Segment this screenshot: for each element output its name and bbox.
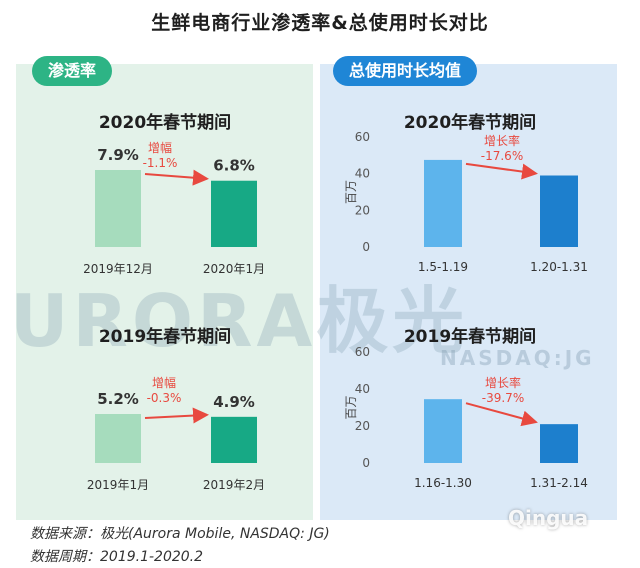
penetration-tag: 渗透率 xyxy=(32,56,113,86)
chart-0-bar-0 xyxy=(95,170,141,247)
chart-0-category-label: 2020年1月 xyxy=(203,262,265,276)
chart-2-annotation-label: 增长率 xyxy=(484,133,520,148)
chart-2-bar-0 xyxy=(424,159,462,247)
chart-3-bar-1 xyxy=(540,424,578,463)
chart-2-ytick: 40 xyxy=(355,167,370,181)
chart-2-ytick: 20 xyxy=(355,203,370,217)
chart-3-category-label: 1.31-2.14 xyxy=(530,476,588,490)
chart-1-title: 2019年春节期间 xyxy=(99,326,231,347)
chart-0-category-label: 2019年12月 xyxy=(83,262,153,276)
chart-1-annotation-label: 增幅 xyxy=(152,375,176,390)
chart-2-ytick: 60 xyxy=(355,130,370,144)
chart-3-annotation-label: 增长率 xyxy=(485,375,521,390)
chart-3-category-label: 1.16-1.30 xyxy=(414,476,472,490)
chart-0-value-label: 6.8% xyxy=(213,157,255,175)
chart-1-annotation-value: -0.3% xyxy=(147,391,182,405)
chart-3-ytick: 20 xyxy=(355,419,370,433)
chart-2-category-label: 1.20-1.31 xyxy=(530,260,588,274)
penetration-panel xyxy=(16,64,313,520)
chart-2-ytick: 0 xyxy=(362,240,370,254)
chart-2-category-label: 1.5-1.19 xyxy=(418,260,468,274)
nasdaq-watermark: NASDAQ:JG xyxy=(440,346,595,370)
chart-3-ytick: 0 xyxy=(362,456,370,470)
chart-0-title: 2020年春节期间 xyxy=(99,112,231,133)
data-source: 数据来源：极光(Aurora Mobile, NASDAQ: JG) xyxy=(30,526,330,542)
chart-2-title: 2020年春节期间 xyxy=(404,112,536,133)
chart-1-value-label: 4.9% xyxy=(213,393,255,411)
chart-0-change-arrow xyxy=(144,169,209,186)
chart-title: 生鲜电商行业渗透率&总使用时长对比 xyxy=(151,12,489,34)
chart-3-change-arrow xyxy=(465,402,538,427)
chart-3-ytick: 40 xyxy=(355,382,370,396)
chart-3-title: 2019年春节期间 xyxy=(404,326,536,347)
chart-0-bar-1 xyxy=(211,180,257,247)
usage-time-tag: 总使用时长均值 xyxy=(333,56,478,86)
chart-1-category-label: 2019年2月 xyxy=(203,478,265,492)
chart-0-annotation-label: 增幅 xyxy=(148,140,172,155)
chart-2-annotation-value: -17.6% xyxy=(481,149,523,163)
chart-3-annotation-value: -39.7% xyxy=(482,391,524,405)
chart-1-value-label: 5.2% xyxy=(97,390,139,408)
chart-0-value-label: 7.9% xyxy=(97,146,139,164)
chart-0-annotation-value: -1.1% xyxy=(143,156,178,170)
chart-1-change-arrow xyxy=(144,407,209,424)
chart-2-ylabel: 百万 xyxy=(344,180,358,204)
chart-1-bar-1 xyxy=(211,416,257,463)
chart-1-bar-0 xyxy=(95,414,141,463)
chart-2-bar-1 xyxy=(540,175,578,247)
chart-3-ytick: 60 xyxy=(355,345,370,359)
chart-1-category-label: 2019年1月 xyxy=(87,478,149,492)
chart-3-ylabel: 百万 xyxy=(344,395,358,419)
data-period: 数据周期：2019.1-2020.2 xyxy=(30,549,204,565)
chart-3-bar-0 xyxy=(424,399,462,463)
corner-logo: Qingua xyxy=(508,506,589,530)
aurora-watermark-logo: URORA极光 xyxy=(10,279,469,363)
chart-2-change-arrow xyxy=(465,162,538,180)
